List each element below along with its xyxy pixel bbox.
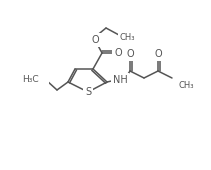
Text: H₃C: H₃C: [22, 74, 39, 83]
Text: O: O: [126, 49, 134, 59]
Text: CH₃: CH₃: [119, 32, 135, 41]
Text: NH: NH: [113, 75, 127, 85]
Text: S: S: [85, 87, 91, 97]
Text: O: O: [114, 48, 122, 58]
Text: S: S: [85, 87, 91, 97]
Text: O: O: [114, 48, 122, 58]
Text: CH₃: CH₃: [178, 81, 194, 89]
Text: H₃C: H₃C: [31, 74, 47, 83]
Text: CH₃: CH₃: [178, 81, 194, 89]
Text: O: O: [91, 35, 99, 45]
Text: NH: NH: [113, 75, 127, 85]
Text: O: O: [154, 49, 162, 59]
Text: O: O: [91, 35, 99, 45]
Text: O: O: [126, 49, 134, 59]
Text: CH₃: CH₃: [119, 32, 135, 41]
Text: O: O: [154, 49, 162, 59]
